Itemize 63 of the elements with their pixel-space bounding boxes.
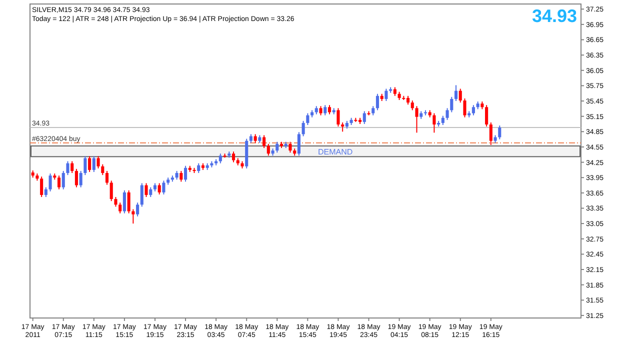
candlestick: [489, 122, 492, 146]
candlestick: [144, 182, 148, 198]
candlestick: [297, 132, 300, 156]
candlestick: [114, 196, 118, 208]
candlestick: [101, 164, 104, 176]
candlestick: [162, 180, 166, 195]
candlestick: [122, 190, 126, 214]
candlestick: [158, 182, 161, 195]
candlestick: [57, 175, 61, 190]
candlestick: [44, 186, 48, 198]
candlestick: [96, 156, 100, 169]
candlestick: [140, 182, 144, 208]
candlestick: [127, 190, 130, 214]
candlestick: [328, 104, 332, 115]
annotation: 34.93: [532, 6, 577, 26]
candlestick: [454, 84, 458, 102]
candlestick: [197, 162, 200, 174]
candlestick: [79, 170, 82, 188]
candlestick: [276, 141, 279, 154]
candlestick: [184, 165, 188, 182]
candlestick: [132, 208, 135, 224]
candlestick: [441, 115, 444, 126]
candlestick: [376, 93, 380, 111]
candlestick: [324, 104, 327, 116]
candlestick: [218, 153, 222, 164]
candlestick: [384, 88, 388, 102]
candlestick: [40, 176, 44, 198]
candlestick: [266, 143, 270, 156]
candlestick: [180, 170, 183, 182]
candlestick: [362, 110, 366, 124]
candlestick: [306, 112, 310, 126]
candlestick: [118, 202, 122, 214]
candlestick: [149, 186, 152, 198]
candlestick: [88, 156, 92, 172]
candlestick: [92, 156, 96, 172]
band-label: DEMAND: [318, 147, 353, 156]
candlestick: [70, 160, 74, 174]
candlestick: [432, 112, 436, 134]
candlestick: [472, 104, 475, 116]
candlestick: [84, 156, 87, 176]
candlestick: [415, 106, 418, 134]
candlestick: [319, 106, 322, 116]
candlestick: [232, 151, 236, 163]
candlestick: [450, 96, 454, 113]
candlestick: [458, 88, 462, 104]
candlestick: [341, 122, 344, 132]
candlestick: [485, 104, 488, 128]
candlestick: [410, 100, 414, 111]
candlestick: [66, 160, 70, 176]
candlestick: [48, 173, 52, 192]
candlestick: [302, 120, 305, 137]
candlestick: [74, 168, 78, 188]
candlestick: [62, 170, 65, 190]
candlestick: [110, 180, 113, 202]
candlestick: [336, 108, 340, 128]
candlestick: [136, 202, 140, 217]
candlestick: [463, 98, 466, 118]
candlestick: [446, 108, 449, 120]
candlestick: [262, 134, 266, 148]
candlestick: [498, 125, 502, 140]
candlestick: [372, 106, 375, 116]
candlestick: [105, 170, 109, 186]
candlestick: [288, 141, 292, 154]
